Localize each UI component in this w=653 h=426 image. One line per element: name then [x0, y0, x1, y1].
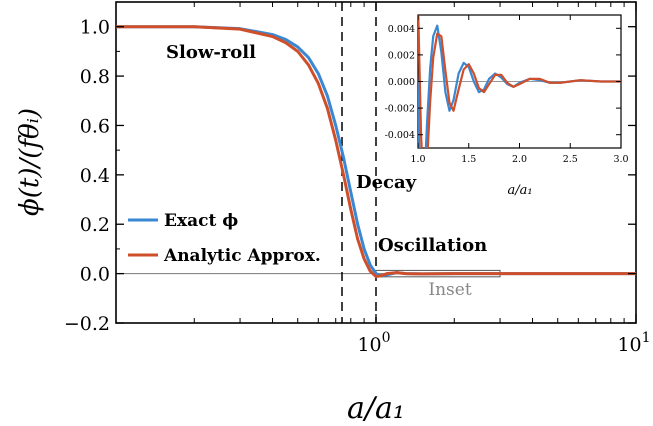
- annotation-oscillation: Oscillation: [378, 235, 487, 256]
- annotation-decay: Decay: [356, 172, 417, 193]
- main-axis-ticks: −0.2 0.0 0.2 0.4 0.6 0.8 1.0 100 101: [64, 2, 651, 356]
- series-line-analytic: [116, 25, 636, 279]
- inset-y-tick-label: 0.000: [388, 77, 415, 88]
- inset-y-tick-label: 0.004: [388, 24, 415, 35]
- inset-y-tick-label: -0.002: [385, 104, 415, 115]
- annotation-slow-roll: Slow-roll: [166, 42, 256, 63]
- main-series-group: [116, 25, 636, 279]
- inset-x-tick-label: 1.0: [410, 154, 425, 165]
- y-tick-label: 0.4: [80, 165, 110, 187]
- y-tick-label: 0.8: [80, 66, 110, 88]
- inset-axis-ticks: -0.004 -0.002 0.000 0.002 0.004 1.0 1.5 2.0 2.5 3…: [385, 15, 629, 165]
- inset-series-group: [418, 15, 621, 148]
- inset-x-tick-label: 3.0: [613, 154, 628, 165]
- legend: Exact ϕ Analytic Approx.: [128, 211, 321, 266]
- inset-x-tick-label: 2.0: [512, 154, 527, 165]
- y-axis-label: ϕ(t)/(fθᵢ): [15, 108, 45, 216]
- y-tick-label: −0.2: [64, 313, 110, 335]
- x-tick-label: 100: [357, 330, 390, 356]
- inset-y-tick-label: -0.004: [385, 130, 415, 141]
- inset-x-axis-label: a/a₁: [507, 183, 532, 198]
- y-tick-label: 1.0: [80, 17, 110, 39]
- x-tick-label: 101: [617, 330, 650, 356]
- inset-region-label: Inset: [428, 280, 471, 300]
- y-tick-label: 0.6: [80, 115, 110, 137]
- inset-panel: -0.004 -0.002 0.000 0.002 0.004 1.0 1.5 2.0 2.5 3…: [385, 14, 629, 198]
- legend-label-analytic: Analytic Approx.: [163, 246, 321, 266]
- vertical-marker-lines: [341, 2, 377, 323]
- inset-y-tick-label: 0.002: [388, 50, 415, 61]
- inset-x-tick-label: 2.5: [563, 154, 578, 165]
- inset-x-tick-label: 1.5: [461, 154, 476, 165]
- legend-label-exact: Exact ϕ: [164, 211, 238, 231]
- x-axis-label: a/a₁: [347, 391, 405, 426]
- y-tick-label: 0.2: [80, 214, 110, 236]
- inset-series-line-analytic: [418, 15, 621, 148]
- y-tick-label: 0.0: [80, 264, 110, 286]
